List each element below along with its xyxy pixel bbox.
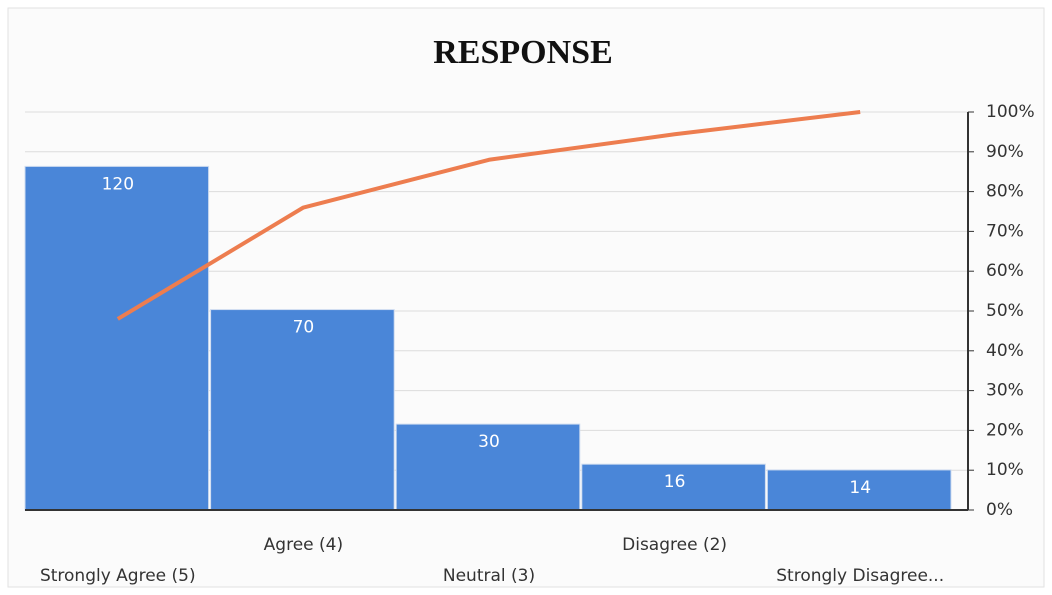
x-tick-label: Agree (4) — [264, 535, 343, 555]
cumulative-line — [116, 110, 861, 321]
bar — [581, 463, 766, 511]
y2-tick-label: 80% — [986, 182, 1024, 202]
data-label: 30 — [478, 432, 500, 452]
y2-tick-label: 100% — [986, 102, 1035, 122]
y2-tick-label: 70% — [986, 221, 1024, 241]
y2-tick-label: 40% — [986, 341, 1024, 361]
data-label: 70 — [293, 318, 315, 338]
data-label: 16 — [664, 472, 686, 492]
y2-tick-label: 20% — [986, 420, 1024, 440]
x-tick-label: Neutral (3) — [443, 566, 535, 586]
data-label: 14 — [849, 478, 871, 498]
y2-tick-label: 60% — [986, 261, 1024, 281]
chart-title: RESPONSE — [433, 34, 613, 71]
y2-tick-label: 10% — [986, 460, 1024, 480]
y2-tick-label: 90% — [986, 142, 1024, 162]
y2-tick-label: 30% — [986, 381, 1024, 401]
y2-tick-label: 0% — [986, 500, 1013, 520]
bar — [210, 309, 395, 511]
bar — [766, 469, 952, 511]
bar — [24, 165, 210, 511]
y2-tick-label: 50% — [986, 301, 1024, 321]
x-tick-label: Disagree (2) — [622, 535, 727, 555]
x-tick-label: Strongly Disagree... — [776, 566, 944, 586]
x-tick-label: Strongly Agree (5) — [40, 566, 196, 586]
data-label: 120 — [102, 174, 134, 194]
